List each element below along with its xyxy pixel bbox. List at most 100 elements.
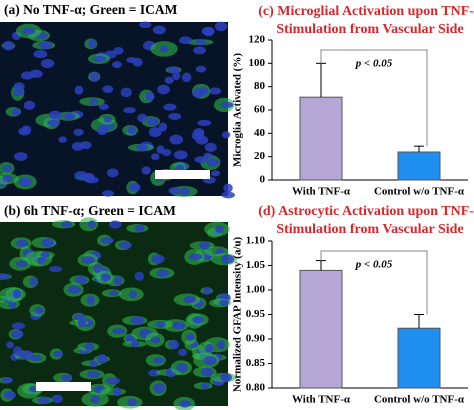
nucleus [144,91,155,102]
nucleus [112,328,126,335]
nucleus [147,117,159,126]
nucleus [178,348,188,357]
nucleus [193,46,207,55]
nucleus [113,276,123,286]
nucleus [16,239,28,248]
nucleus [67,285,82,294]
nucleus [13,82,25,91]
nucleus [200,367,214,377]
y-tick-label: 0.80 [246,382,266,394]
nucleus [169,134,184,145]
nucleus [63,112,76,121]
nucleus [40,58,55,69]
nucleus [203,356,217,365]
y-tick-label: 1.00 [246,284,266,296]
nucleus [126,56,137,64]
nucleus [11,322,26,330]
nucleus [222,131,231,139]
nucleus [1,377,14,384]
nucleus [93,55,107,62]
nucleus [71,141,84,151]
y-tick-label: 60 [254,104,266,116]
y-tick-label: 20 [254,150,266,162]
nucleus [86,370,100,379]
nucleus [84,342,94,352]
nucleus [40,251,50,259]
y-tick-label: 1.10 [246,235,266,247]
nucleus [61,374,72,382]
nucleus [162,148,172,157]
nucleus [221,191,235,199]
nucleus [100,273,111,282]
nucleus [33,49,48,59]
nucleus [215,248,225,255]
nucleus [214,21,228,32]
nucleus [163,103,177,111]
nucleus [220,372,232,383]
chart-title: Stimulation from Vascular Side [276,22,463,37]
nucleus [89,71,100,82]
nucleus [164,76,174,84]
x-tick-label: With TNF-α [292,186,351,198]
nucleus [74,171,88,181]
nucleus [2,164,13,172]
nucleus [22,27,36,35]
nucleus [127,126,137,135]
nucleus [202,286,212,295]
nucleus [223,183,233,193]
nucleus [14,152,28,161]
y-tick-label: 0 [260,174,266,186]
nucleus [48,110,62,120]
y-tick-label: 0.90 [246,333,266,345]
nucleus [58,136,68,143]
nucleus [61,220,72,228]
nucleus [41,238,54,248]
nucleus [109,290,119,297]
nucleus [102,85,114,93]
nucleus [152,25,166,35]
nucleus [13,346,23,356]
nucleus [181,72,192,83]
nucleus [6,341,15,349]
nucleus [15,260,28,268]
nucleus [200,382,210,389]
nucleus [134,224,145,233]
bar [397,327,441,389]
y-axis-label: Normalized GFAP Intensity (a/u) [232,237,244,393]
significance-bracket [320,49,428,147]
nucleus [158,122,168,132]
x-tick-label: Control w/o TNF-α [374,394,465,406]
nucleus [128,183,141,192]
panel-label: (b) 6h TNF-α; Green = ICAM [4,203,176,218]
nucleus [74,276,88,285]
nucleus [219,299,229,307]
nucleus [137,113,148,123]
bar [299,96,343,181]
nucleus [151,254,165,264]
nucleus [112,387,122,397]
nucleus [186,333,195,342]
nucleus [100,237,114,244]
nucleus [179,187,190,196]
nucleus [195,65,207,73]
nucleus [192,88,205,98]
nucleus [221,254,235,264]
nucleus [209,87,221,95]
panel-label: (a) No TNF-α; Green = ICAM [4,2,178,17]
nucleus [152,356,165,364]
bar [397,151,441,181]
nucleus [38,41,53,50]
nucleus [30,354,43,362]
nucleus [36,256,47,265]
y-tick-label: 120 [249,34,266,46]
nucleus [201,26,215,36]
nucleus [220,101,234,108]
nucleus [49,266,63,273]
nucleus [130,316,145,325]
nucleus [172,70,181,81]
y-axis-label: Microglia Activated (%) [232,53,244,167]
nucleus [53,350,64,358]
nucleus [216,340,226,350]
nucleus [51,394,63,404]
nucleus [194,156,208,163]
